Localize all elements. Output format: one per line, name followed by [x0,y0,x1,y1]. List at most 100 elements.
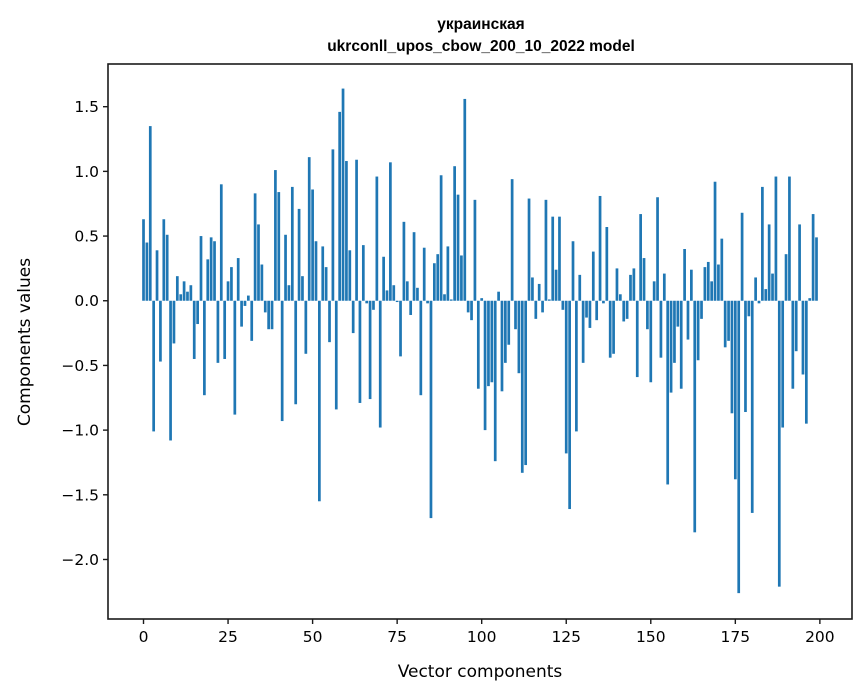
bar [575,300,578,432]
bar [257,224,260,301]
bar [504,300,507,363]
bar [453,166,456,301]
y-tick-label: −2.0 [61,551,99,569]
bar [740,212,744,301]
bar [487,300,490,387]
bar [537,283,541,301]
bar [703,267,707,301]
bar [267,300,270,330]
bar [439,175,443,301]
bar [659,300,663,358]
bar [318,300,321,502]
x-tick-label: 25 [218,628,238,646]
bar [145,242,149,301]
bar [382,256,385,301]
bar [334,300,338,410]
x-tick-label: 0 [139,628,149,646]
y-tick-label: −0.5 [61,357,99,375]
bar [233,300,237,415]
bar [223,300,227,359]
bar [186,291,189,301]
y-tick-label: 1.0 [74,163,99,181]
bar [544,199,548,301]
bar [196,300,199,325]
bar [649,300,653,383]
bar [774,176,778,301]
bar [280,300,284,422]
y-tick-label: −1.5 [61,486,99,504]
bar [345,161,348,301]
bar [798,224,801,301]
bar [507,300,511,345]
bar [639,214,642,301]
bar [480,298,484,301]
bar [466,300,470,313]
bar [483,300,487,431]
bar [676,300,680,327]
bar [568,300,571,510]
bar [602,300,605,304]
y-axis-ticks: 1.5 1.0 0.5 0.0 −0.5 −1.0 −1.5 −2.0 [61,98,108,569]
bar [754,277,757,301]
bar [203,300,206,396]
y-tick-label: 0.5 [74,228,99,246]
bar [720,238,724,301]
plot-frame [107,63,853,620]
bar [358,300,362,403]
bar [554,269,558,301]
bar [788,176,791,301]
bar [591,251,595,301]
bar [159,300,162,362]
bar [182,281,186,301]
bar [301,276,304,301]
bar [629,274,632,301]
bar [693,300,697,533]
bar [612,300,615,354]
bar [230,267,233,301]
bar [209,237,213,301]
bar [341,88,345,301]
bar [551,216,555,301]
bar [683,249,686,301]
y-tick-label: 0.0 [74,292,99,310]
bar [497,291,500,301]
bar [747,300,751,317]
x-tick-label: 125 [551,628,581,646]
bar [696,300,700,361]
bar [148,126,152,301]
bar [686,300,690,340]
bar [412,232,416,301]
bar [348,250,352,301]
bar [416,287,419,301]
bar [585,300,588,318]
bar [564,300,568,454]
bar [446,246,450,301]
bar [385,290,389,301]
bar [361,245,365,301]
bar [808,298,812,301]
bar [581,300,585,363]
bar [662,273,666,301]
bar [771,273,774,301]
bar [679,300,683,389]
bar [767,224,771,301]
bar [541,300,544,313]
bar [175,276,179,301]
bar [558,216,561,301]
bar [216,300,220,363]
bar [510,179,514,301]
bar [260,264,264,301]
bar [520,300,524,473]
bar [588,300,592,328]
y-tick-label: −1.0 [61,422,99,440]
bar [179,294,183,301]
bar [142,219,145,301]
bar [791,300,795,389]
bar [422,247,426,301]
bar [389,162,392,301]
bar [764,289,768,301]
bar [561,300,565,310]
bar [761,186,764,301]
bar [615,268,619,301]
